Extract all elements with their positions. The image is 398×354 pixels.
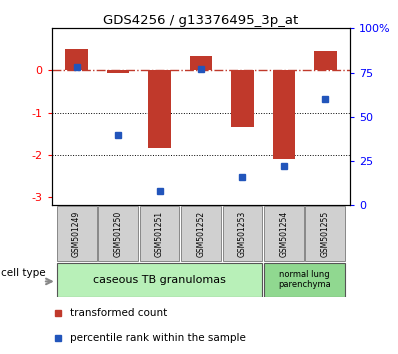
Bar: [189, 56, 213, 70]
Title: GDS4256 / g13376495_3p_at: GDS4256 / g13376495_3p_at: [103, 14, 298, 27]
Bar: [314, 51, 337, 70]
Bar: [148, 70, 171, 148]
FancyBboxPatch shape: [98, 206, 138, 261]
FancyBboxPatch shape: [306, 206, 345, 261]
Text: GSM501254: GSM501254: [279, 211, 289, 257]
FancyBboxPatch shape: [140, 206, 179, 261]
FancyBboxPatch shape: [57, 206, 97, 261]
Bar: [65, 50, 88, 70]
Text: GSM501253: GSM501253: [238, 211, 247, 257]
Text: transformed count: transformed count: [70, 308, 167, 318]
Text: percentile rank within the sample: percentile rank within the sample: [70, 333, 246, 343]
Text: GSM501252: GSM501252: [197, 211, 205, 257]
Bar: [273, 70, 295, 159]
FancyBboxPatch shape: [264, 206, 304, 261]
Text: GSM501249: GSM501249: [72, 211, 81, 257]
Bar: [107, 70, 129, 73]
FancyBboxPatch shape: [222, 206, 262, 261]
Text: GSM501251: GSM501251: [155, 211, 164, 257]
FancyBboxPatch shape: [264, 263, 345, 297]
Bar: [231, 70, 254, 127]
Text: cell type: cell type: [1, 268, 46, 278]
Text: normal lung
parenchyma: normal lung parenchyma: [278, 270, 331, 289]
FancyBboxPatch shape: [57, 263, 262, 297]
Text: caseous TB granulomas: caseous TB granulomas: [93, 275, 226, 285]
Text: GSM501255: GSM501255: [321, 211, 330, 257]
Text: GSM501250: GSM501250: [113, 211, 123, 257]
FancyBboxPatch shape: [181, 206, 221, 261]
